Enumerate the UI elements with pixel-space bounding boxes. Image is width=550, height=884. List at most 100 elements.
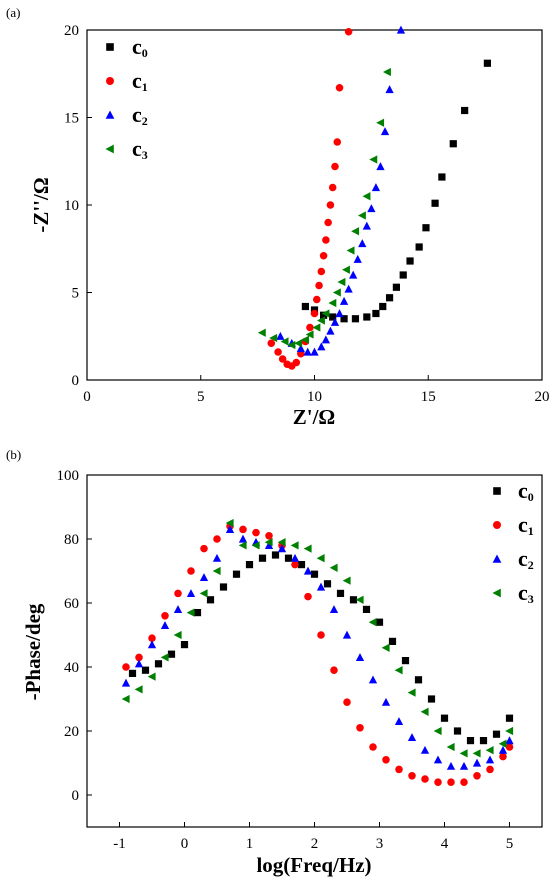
data-point-c3 — [459, 749, 468, 758]
data-point-c2 — [355, 653, 365, 661]
data-point-c1 — [326, 201, 335, 209]
data-point-c0 — [167, 650, 176, 658]
data-point-c0 — [323, 580, 332, 588]
data-point-c0 — [258, 554, 267, 562]
data-point-c2 — [342, 630, 352, 639]
legend-marker-c1 — [106, 77, 114, 85]
data-point-c3 — [433, 726, 442, 736]
data-point-c2 — [290, 553, 300, 562]
data-point-c2 — [459, 761, 469, 770]
data-point-c2 — [396, 25, 406, 34]
data-point-c2 — [173, 605, 183, 613]
data-point-c3 — [160, 653, 169, 662]
data-point-c3 — [382, 67, 391, 77]
data-point-c0 — [479, 737, 488, 745]
data-point-c0 — [453, 727, 462, 735]
y-tick-label: 60 — [64, 596, 79, 612]
data-point-c1 — [447, 778, 455, 786]
data-point-c2 — [264, 541, 274, 549]
data-point-c0 — [401, 657, 410, 665]
data-point-c0 — [372, 309, 380, 318]
y-tick-label: 0 — [72, 788, 80, 804]
data-point-c1 — [267, 339, 276, 348]
series-c0 — [128, 551, 514, 745]
data-point-c2 — [498, 745, 508, 754]
data-point-c1 — [317, 631, 325, 639]
data-point-c1 — [434, 778, 442, 786]
data-point-c1 — [343, 698, 351, 706]
data-point-c3 — [394, 666, 403, 675]
data-point-c0 — [180, 641, 189, 649]
series-c2 — [121, 525, 514, 770]
data-point-c1 — [324, 218, 332, 227]
data-point-c0 — [154, 660, 163, 668]
data-point-c1 — [331, 162, 339, 171]
legend-marker-c2 — [492, 554, 502, 563]
data-point-c2 — [134, 659, 144, 668]
data-point-c2 — [316, 582, 326, 591]
data-point-c3 — [312, 323, 321, 332]
data-point-c1 — [408, 772, 416, 780]
data-point-c2 — [376, 162, 385, 171]
legend-b: c0 c1 c2 c3 — [492, 478, 534, 606]
data-point-c2 — [160, 621, 170, 629]
bode-phase-plot-panel: (b) -1 0 1 2 3 4 5 0 20 40 60 80 100 c0 c1 c2 c3 log(Fr… — [6, 447, 543, 877]
data-point-c0 — [320, 311, 328, 319]
data-point-c2 — [371, 183, 381, 192]
x-tick-label: 1 — [246, 836, 254, 852]
data-point-c2 — [310, 347, 319, 356]
data-point-c1 — [239, 525, 247, 534]
y-tick-label: 100 — [57, 468, 80, 484]
data-point-c0 — [438, 173, 446, 181]
data-point-c0 — [505, 714, 514, 722]
data-point-c3 — [368, 618, 377, 627]
data-point-c1 — [499, 752, 507, 761]
data-point-c0 — [466, 737, 475, 745]
legend-label-c0: c0 — [518, 478, 534, 504]
data-point-c3 — [294, 339, 303, 348]
series-c3 — [121, 518, 514, 758]
data-point-c3 — [369, 155, 378, 164]
data-point-c3 — [420, 707, 429, 716]
data-point-c1 — [310, 309, 319, 318]
x-axis-title-a: Z'/Ω — [293, 405, 336, 429]
data-point-c3 — [332, 288, 341, 297]
y-tick-label: 40 — [64, 660, 79, 676]
data-point-c0 — [399, 271, 407, 279]
data-point-c3 — [321, 309, 330, 318]
data-point-c2 — [353, 254, 362, 263]
data-point-c3 — [290, 541, 299, 550]
data-point-c3 — [212, 566, 221, 576]
data-point-c3 — [305, 330, 314, 339]
x-tick-label: 0 — [83, 389, 91, 405]
data-point-c3 — [303, 544, 312, 553]
data-point-c0 — [406, 257, 414, 265]
data-point-c2 — [317, 342, 326, 351]
data-point-c3 — [147, 672, 156, 681]
panel-label-b: (b) — [6, 447, 21, 462]
legend-label-c1: c1 — [518, 512, 534, 538]
data-point-c0 — [141, 666, 150, 674]
data-point-c3 — [505, 726, 514, 736]
data-point-c0 — [392, 283, 400, 291]
data-point-c2 — [349, 270, 358, 279]
data-point-c3 — [376, 118, 385, 127]
data-point-c3 — [277, 538, 286, 547]
data-point-c1 — [356, 724, 364, 732]
data-point-c2 — [147, 640, 157, 649]
legend-marker-c3 — [492, 588, 501, 598]
y-axis-title-a: -Z''/Ω — [29, 177, 53, 232]
data-point-c3 — [238, 541, 247, 550]
x-tick-label: 5 — [506, 836, 514, 852]
x-tick-label: 20 — [535, 389, 550, 405]
data-point-c3 — [407, 688, 416, 697]
data-point-c0 — [336, 589, 345, 597]
ticks-a: 0 5 10 15 20 0 5 10 15 20 — [64, 23, 550, 405]
legend-label-c3: c3 — [132, 136, 148, 162]
data-point-c2 — [276, 331, 285, 340]
y-axis-title-b: -Phase/deg — [21, 603, 45, 700]
data-point-c1 — [382, 756, 390, 764]
data-point-c1 — [460, 778, 468, 786]
data-point-c2 — [326, 326, 335, 335]
